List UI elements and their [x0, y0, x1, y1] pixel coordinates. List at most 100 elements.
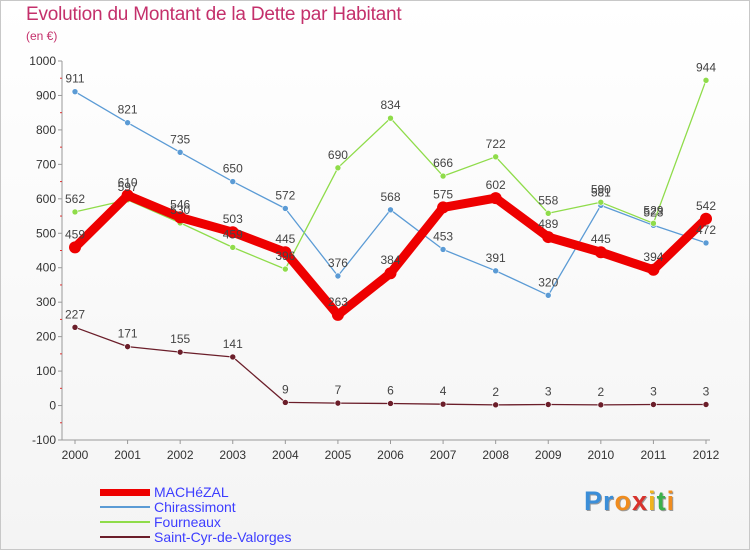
data-point: [597, 401, 605, 409]
data-point: [121, 189, 134, 202]
y-tick-label: 600: [36, 192, 56, 206]
x-tick-label: 2012: [693, 448, 720, 462]
data-label: 650: [223, 162, 243, 176]
data-label: 489: [538, 217, 558, 231]
data-label: 2: [597, 385, 604, 399]
data-label: 944: [696, 60, 716, 74]
data-point: [544, 401, 552, 408]
data-point: [439, 172, 447, 180]
data-label: 610: [118, 175, 138, 189]
y-tick-label: 400: [36, 261, 56, 275]
data-point: [282, 205, 289, 212]
logo-letter: P: [584, 486, 604, 516]
data-label: 602: [486, 178, 506, 192]
data-label: 590: [591, 182, 611, 196]
y-tick-label: 1000: [29, 54, 56, 68]
data-point: [176, 348, 184, 356]
data-label: 523: [643, 205, 663, 219]
data-point: [334, 272, 342, 280]
legend-label: Fourneaux: [154, 514, 221, 530]
data-point: [334, 164, 342, 172]
data-label: 530: [170, 203, 190, 217]
data-label: 911: [65, 72, 84, 86]
chart-subtitle: (en €): [26, 29, 58, 43]
x-tick-label: 2007: [430, 448, 457, 462]
data-point: [492, 401, 499, 409]
data-label: 503: [223, 212, 243, 226]
data-point: [437, 201, 450, 214]
x-tick-label: 2003: [219, 448, 246, 462]
data-label: 834: [380, 98, 400, 112]
data-point: [647, 263, 660, 276]
data-point: [331, 308, 344, 321]
x-tick-label: 2004: [272, 448, 299, 462]
data-point: [282, 399, 289, 406]
logo-letter: i: [666, 486, 676, 516]
data-point: [544, 291, 552, 299]
data-label: 735: [170, 132, 190, 146]
chart-series: [69, 76, 712, 409]
data-point: [226, 226, 239, 239]
data-label: 568: [380, 190, 400, 204]
legend-swatch: [100, 536, 150, 538]
data-label: 690: [328, 148, 348, 162]
data-point: [650, 219, 657, 227]
x-tick-label: 2000: [62, 448, 89, 462]
legend-label: Saint-Cyr-de-Valorges: [154, 529, 292, 545]
logo-letter: o: [614, 486, 633, 516]
data-label: 384: [380, 253, 400, 267]
data-label: 320: [538, 275, 558, 289]
data-label: 666: [433, 156, 453, 170]
data-label: 3: [545, 385, 552, 399]
data-label: 572: [275, 188, 295, 202]
x-tick-label: 2002: [167, 448, 194, 462]
data-point: [544, 209, 552, 217]
y-tick-label: 300: [36, 295, 56, 309]
data-point: [387, 114, 394, 122]
data-label: 391: [486, 251, 506, 265]
data-point: [387, 400, 394, 407]
chart-axes: -100 0 100 200 300 400 500 600 700 800 900 1000 2000…: [29, 54, 719, 462]
x-tick-label: 2008: [482, 448, 509, 462]
data-point: [489, 192, 502, 205]
data-label: 4: [440, 384, 447, 398]
data-point: [176, 149, 184, 156]
y-tick-label: 200: [36, 330, 56, 344]
legend-label: Chirassimont: [154, 499, 236, 515]
x-tick-label: 2001: [114, 448, 141, 462]
data-point: [71, 208, 79, 216]
data-point: [542, 231, 555, 244]
x-tick-label: 2005: [325, 448, 352, 462]
proxiti-logo: Proxiti: [584, 486, 675, 517]
y-tick-label: -100: [32, 433, 56, 447]
data-label: 3: [650, 385, 657, 399]
data-point: [594, 246, 607, 259]
data-label: 472: [696, 223, 716, 237]
data-point: [492, 153, 499, 161]
data-label: 542: [696, 199, 716, 213]
data-label: 529: [643, 203, 663, 217]
data-label: 445: [275, 232, 295, 246]
data-point: [71, 88, 79, 95]
data-label: 396: [275, 249, 295, 263]
data-point: [702, 401, 710, 408]
data-label: 575: [433, 187, 453, 201]
data-point: [71, 324, 79, 331]
data-label: 558: [538, 193, 558, 207]
data-label: 376: [328, 256, 348, 270]
data-point: [702, 76, 710, 84]
y-tick-label: 700: [36, 157, 56, 171]
data-point: [439, 400, 447, 408]
data-label: 9: [282, 382, 289, 396]
y-tick-label: 100: [36, 364, 56, 378]
data-label: 597: [118, 180, 138, 194]
data-label: 394: [643, 250, 663, 264]
data-point: [700, 212, 712, 225]
data-point: [229, 353, 237, 361]
data-label: 821: [118, 103, 138, 117]
data-label: 263: [328, 295, 348, 309]
chart-title: Evolution du Montant de la Dette par Hab…: [26, 4, 402, 25]
data-point: [229, 178, 237, 185]
